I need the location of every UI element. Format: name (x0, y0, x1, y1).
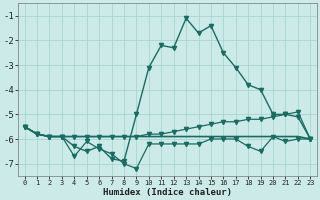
X-axis label: Humidex (Indice chaleur): Humidex (Indice chaleur) (103, 188, 232, 197)
